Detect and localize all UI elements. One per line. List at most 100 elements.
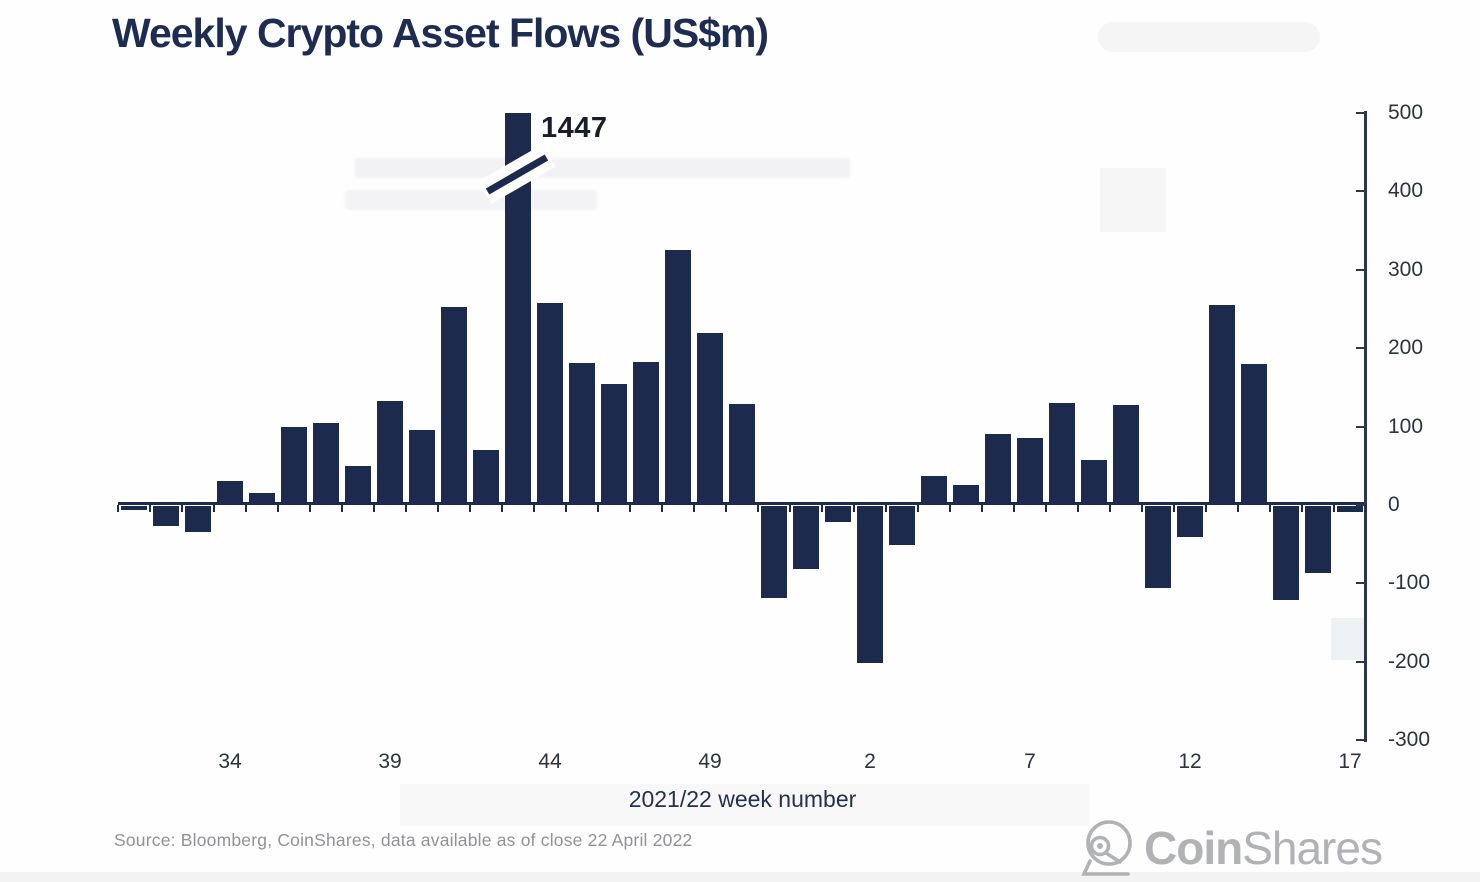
x-axis-tick: [1045, 505, 1047, 512]
x-axis-tick: [949, 505, 951, 512]
y-tick-label: 0: [1388, 493, 1400, 516]
x-axis-tick: [373, 505, 375, 512]
bar-week-35: [249, 493, 275, 505]
bar-week-42: [473, 450, 499, 505]
bar-week-17: [1337, 506, 1363, 512]
x-axis-tick: [565, 505, 567, 512]
x-tick-label: 34: [218, 750, 242, 773]
x-axis-tick: [1269, 505, 1271, 512]
bar-week-44: [537, 303, 563, 505]
bar-week-3: [889, 506, 915, 545]
x-axis-tick: [1173, 505, 1175, 512]
x-axis-tick: [277, 505, 279, 512]
y-axis-tick: [1356, 504, 1365, 506]
coinshares-helmet-icon: [1076, 817, 1136, 879]
bar-week-5: [953, 485, 979, 505]
x-tick-label: 17: [1338, 750, 1362, 773]
bar-week-33: [185, 506, 211, 532]
y-axis-tick: [1356, 582, 1365, 584]
x-axis-tick: [437, 505, 439, 512]
bar-week-1: [825, 506, 851, 522]
y-axis-tick: [1356, 112, 1365, 114]
y-tick-label: 200: [1388, 336, 1424, 359]
bar-week-41: [441, 307, 467, 505]
y-axis-tick: [1356, 661, 1365, 663]
x-axis-tick: [789, 505, 791, 512]
x-axis-tick: [149, 505, 151, 512]
bar-week-31: [121, 506, 147, 510]
x-axis-tick: [533, 505, 535, 512]
x-axis-tick: [181, 505, 183, 512]
y-tick-label: 400: [1388, 179, 1424, 202]
bar-week-37: [313, 423, 339, 505]
bar-week-6: [985, 434, 1011, 505]
x-tick-label: 2: [864, 750, 876, 773]
bar-week-32: [153, 506, 179, 526]
x-axis-tick: [853, 505, 855, 512]
bar-week-40: [409, 430, 435, 505]
x-axis-tick: [597, 505, 599, 512]
bar-week-34: [217, 481, 243, 505]
x-axis-tick: [1365, 505, 1367, 512]
x-axis-tick: [469, 505, 471, 512]
x-axis-tick: [309, 505, 311, 512]
y-axis-tick: [1356, 190, 1365, 192]
bar-week-52: [793, 506, 819, 569]
bar-week-50: [729, 404, 755, 505]
x-axis-tick: [117, 505, 119, 512]
y-tick-label: 300: [1388, 258, 1424, 281]
x-axis-tick: [917, 505, 919, 512]
x-axis-title: 2021/22 week number: [628, 786, 857, 812]
bar-week-7: [1017, 438, 1043, 505]
bar-week-46: [601, 384, 627, 505]
logo-text-coin: Coin: [1144, 822, 1243, 874]
bar-week-15: [1273, 506, 1299, 600]
coinshares-logo: CoinShares: [1076, 816, 1383, 880]
x-axis-tick: [501, 505, 503, 512]
logo-text-shares: Shares: [1242, 822, 1383, 874]
x-axis-tick: [757, 505, 759, 512]
y-axis-tick: [1356, 426, 1365, 428]
x-axis-tick: [629, 505, 631, 512]
y-axis-tick: [1356, 347, 1365, 349]
bar-week-51: [761, 506, 787, 598]
bar-week-48: [665, 250, 691, 505]
x-axis-tick: [405, 505, 407, 512]
x-axis-tick: [1109, 505, 1111, 512]
x-axis-tick: [213, 505, 215, 512]
bar-week-11: [1145, 506, 1171, 588]
x-axis-tick: [725, 505, 727, 512]
y-tick-label: -200: [1388, 650, 1431, 673]
x-axis-tick: [1013, 505, 1015, 512]
y-tick-label: -300: [1388, 728, 1431, 751]
x-axis-tick: [1077, 505, 1079, 512]
x-tick-label: 49: [698, 750, 722, 773]
x-axis-tick: [1141, 505, 1143, 512]
x-axis-tick: [981, 505, 983, 512]
x-axis-tick: [885, 505, 887, 512]
bar-week-39: [377, 401, 403, 505]
y-tick-label: 100: [1388, 415, 1424, 438]
x-axis-tick: [1205, 505, 1207, 512]
bar-week-8: [1049, 403, 1075, 505]
x-axis-tick: [1301, 505, 1303, 512]
bar-week-12: [1177, 506, 1203, 537]
bar-week-49: [697, 333, 723, 505]
source-note: Source: Bloomberg, CoinShares, data avai…: [114, 830, 693, 850]
x-axis-tick: [1237, 505, 1239, 512]
bar-week-4: [921, 476, 947, 505]
bar-week-14: [1241, 364, 1267, 505]
x-axis-tick: [341, 505, 343, 512]
y-tick-label: 500: [1388, 101, 1424, 124]
bar-week-45: [569, 363, 595, 505]
bar-week-9: [1081, 460, 1107, 505]
y-axis-line: [1364, 111, 1367, 742]
bar-week-2: [857, 506, 883, 663]
x-tick-label: 7: [1024, 750, 1036, 773]
x-axis-tick: [661, 505, 663, 512]
x-tick-label: 44: [538, 750, 562, 773]
bar-week-10: [1113, 405, 1139, 505]
x-axis-tick: [821, 505, 823, 512]
